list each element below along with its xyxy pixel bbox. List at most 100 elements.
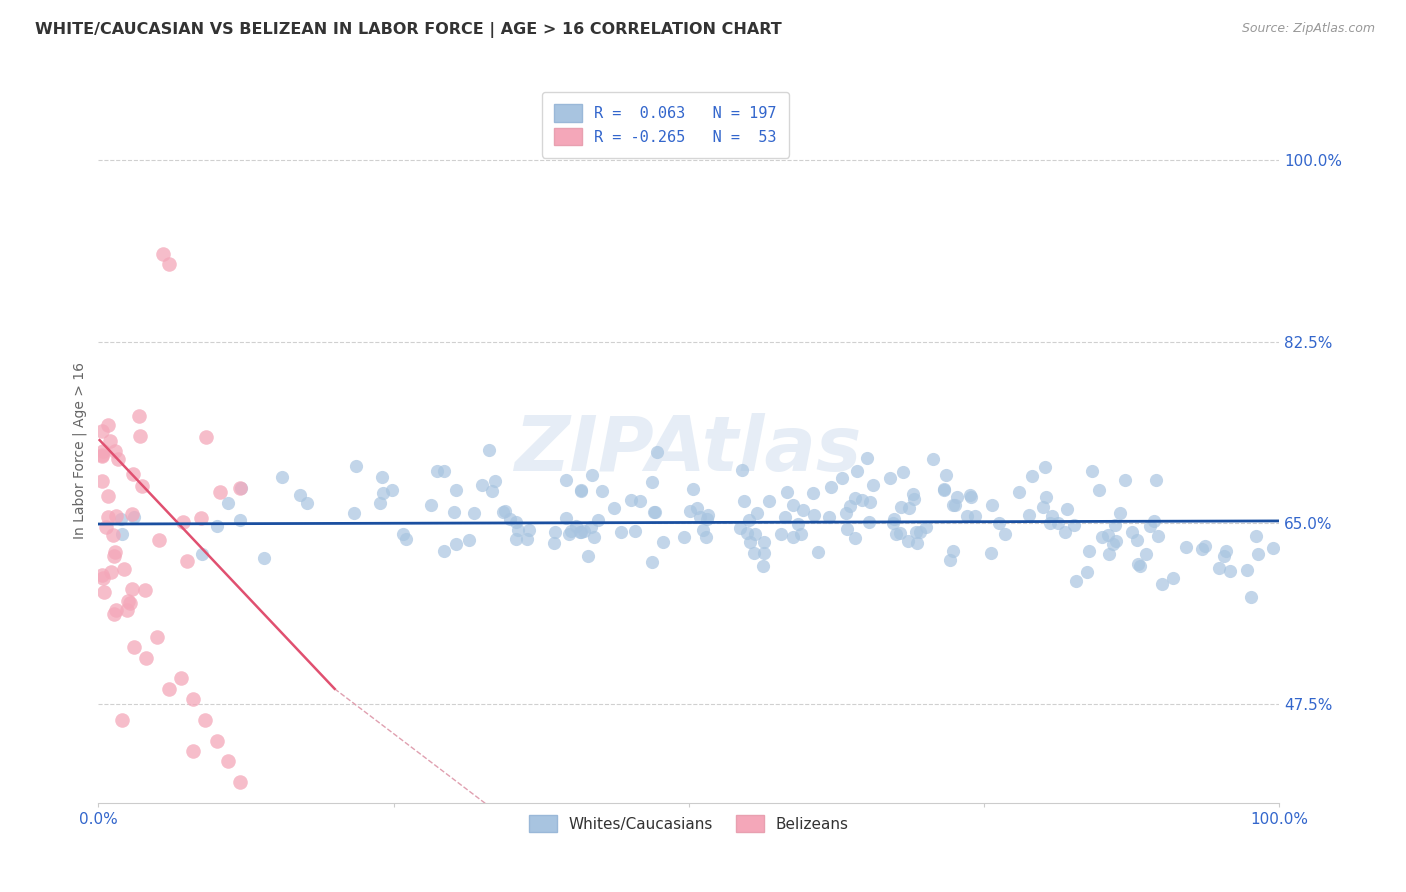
Point — [93, 585, 115, 599]
Point — [1194, 539, 1216, 553]
Point — [891, 466, 914, 480]
Point — [844, 491, 866, 506]
Point — [505, 515, 527, 529]
Point — [790, 526, 813, 541]
Point — [1076, 566, 1098, 580]
Point — [735, 525, 758, 540]
Point — [752, 558, 775, 573]
Point — [343, 506, 366, 520]
Point — [395, 532, 418, 546]
Point — [181, 744, 204, 758]
Text: ZIPAtlas: ZIPAtlas — [515, 414, 863, 487]
Point — [696, 512, 718, 526]
Point — [111, 527, 134, 541]
Point — [1081, 464, 1104, 478]
Point — [134, 583, 156, 598]
Point — [695, 530, 717, 544]
Point — [498, 511, 520, 525]
Point — [517, 523, 540, 537]
Point — [157, 681, 180, 696]
Point — [381, 483, 404, 497]
Point — [620, 493, 643, 508]
Point — [481, 483, 503, 498]
Point — [121, 582, 143, 596]
Point — [1143, 514, 1166, 528]
Point — [679, 504, 702, 518]
Point — [1121, 524, 1143, 539]
Point — [122, 510, 145, 524]
Point — [100, 565, 122, 579]
Point — [901, 486, 924, 500]
Point — [97, 509, 120, 524]
Point — [1098, 547, 1121, 561]
Point — [1208, 561, 1230, 575]
Point — [1040, 509, 1063, 524]
Point — [1126, 533, 1149, 547]
Point — [1035, 490, 1057, 504]
Point — [471, 478, 494, 492]
Point — [905, 536, 928, 550]
Point — [935, 467, 957, 482]
Point — [91, 450, 114, 464]
Point — [371, 470, 394, 484]
Point — [569, 484, 592, 499]
Point — [1215, 544, 1237, 558]
Point — [890, 500, 912, 515]
Point — [1135, 547, 1157, 561]
Point — [981, 498, 1004, 512]
Point — [543, 536, 565, 550]
Point — [91, 424, 114, 438]
Point — [229, 481, 252, 495]
Point — [229, 482, 252, 496]
Point — [560, 524, 582, 539]
Point — [946, 490, 969, 504]
Point — [758, 494, 780, 508]
Point — [1108, 506, 1130, 520]
Point — [692, 523, 714, 537]
Point — [98, 434, 121, 449]
Point — [903, 492, 925, 507]
Point — [897, 533, 920, 548]
Point — [1236, 563, 1258, 577]
Point — [731, 463, 754, 477]
Point — [391, 527, 413, 541]
Legend: Whites/Caucasians, Belizeans: Whites/Caucasians, Belizeans — [517, 803, 860, 845]
Point — [157, 257, 180, 271]
Point — [1161, 571, 1184, 585]
Point — [446, 483, 468, 498]
Point — [433, 464, 456, 478]
Point — [740, 534, 762, 549]
Point — [105, 509, 128, 524]
Point — [576, 549, 599, 564]
Point — [1056, 501, 1078, 516]
Point — [91, 474, 114, 488]
Point — [1033, 460, 1056, 475]
Point — [484, 475, 506, 489]
Point — [733, 493, 755, 508]
Point — [344, 458, 367, 473]
Point — [229, 513, 252, 527]
Point — [217, 496, 239, 510]
Point — [883, 512, 905, 526]
Point — [176, 553, 198, 567]
Point — [368, 496, 391, 510]
Point — [782, 530, 804, 544]
Point — [420, 498, 443, 512]
Point — [117, 594, 139, 608]
Point — [1078, 543, 1101, 558]
Point — [742, 546, 765, 560]
Point — [129, 429, 152, 443]
Point — [884, 526, 907, 541]
Point — [505, 533, 527, 547]
Point — [579, 520, 602, 534]
Point — [104, 444, 127, 458]
Point — [181, 692, 204, 706]
Point — [1063, 517, 1085, 532]
Point — [806, 545, 828, 559]
Point — [921, 452, 943, 467]
Point — [980, 545, 1002, 559]
Point — [1032, 500, 1054, 515]
Point — [172, 515, 194, 529]
Point — [775, 509, 797, 524]
Point — [858, 516, 880, 530]
